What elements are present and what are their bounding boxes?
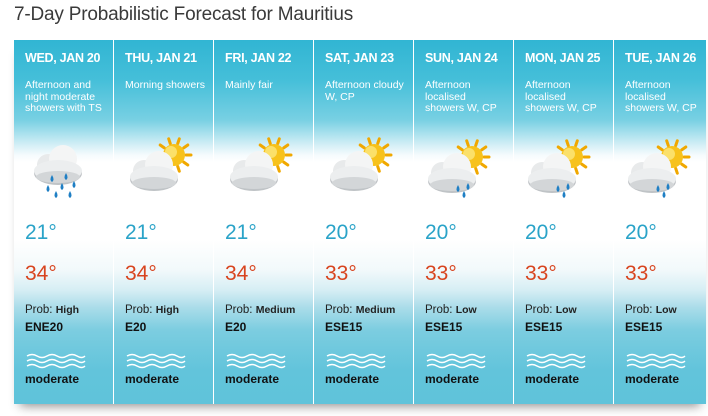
day-column: TUE, JAN 26 Afternoon localised showers …	[614, 40, 706, 404]
probability: Prob: Low	[525, 304, 577, 316]
probability-level: Medium	[255, 304, 296, 316]
day-name: THU, JAN 21	[125, 51, 197, 65]
sun-cloud-showers-icon	[428, 139, 491, 198]
probability-level: High	[155, 304, 180, 316]
probability-label: Prob:	[25, 304, 53, 316]
day-name: SUN, JAN 24	[425, 51, 498, 65]
day-description: Afternoon and night moderate showers wit…	[25, 79, 102, 114]
forecast-board: WED, JAN 20 Afternoon and night moderate…	[14, 40, 706, 404]
probability-level: Low	[555, 304, 577, 316]
wind: ESE15	[525, 320, 563, 334]
day-column: SUN, JAN 24 Afternoon localised showers …	[414, 40, 514, 404]
day-name: WED, JAN 20	[25, 51, 101, 65]
probability-level: Low	[455, 304, 477, 316]
probability-level: Low	[655, 304, 677, 316]
day-description: Morning showers	[125, 79, 205, 91]
heavy-showers-icon	[34, 145, 82, 198]
day-description: Afternoon localised showers W, CP	[425, 79, 497, 114]
day-column: THU, JAN 21 Morning showers 21° 34° Prob…	[114, 40, 214, 404]
max-temperature: 33°	[425, 262, 457, 285]
probability: Prob: Medium	[225, 304, 295, 316]
sea-waves-icon	[626, 353, 686, 369]
min-temperature: 20°	[525, 221, 557, 244]
probability-label: Prob:	[425, 304, 453, 316]
day-description: Afternoon localised showers W, CP	[625, 79, 697, 114]
sea-state: moderate	[125, 372, 180, 386]
probability: Prob: High	[125, 304, 179, 316]
max-temperature: 33°	[325, 262, 357, 285]
min-temperature: 21°	[125, 221, 157, 244]
sea-state: moderate	[425, 372, 480, 386]
min-temperature: 21°	[225, 221, 257, 244]
probability-label: Prob:	[525, 304, 553, 316]
wind: E20	[125, 320, 147, 334]
probability: Prob: High	[25, 304, 79, 316]
sea-waves-icon	[126, 353, 186, 369]
probability: Prob: Low	[425, 304, 477, 316]
sea-waves-icon	[226, 353, 286, 369]
day-name: SAT, JAN 23	[325, 51, 394, 65]
max-temperature: 34°	[125, 262, 157, 285]
wind: E20	[225, 320, 247, 334]
sea-waves-icon	[426, 353, 486, 369]
sea-state: moderate	[625, 372, 680, 386]
day-description: Afternoon cloudy W, CP	[325, 79, 404, 103]
day-column: SAT, JAN 23 Afternoon cloudy W, CP 20° 3…	[314, 40, 414, 404]
probability: Prob: Low	[625, 304, 677, 316]
sun-cloud-showers-icon	[528, 139, 591, 198]
max-temperature: 34°	[25, 262, 57, 285]
min-temperature: 20°	[425, 221, 457, 244]
day-name: TUE, JAN 26	[625, 51, 697, 65]
probability-label: Prob:	[325, 304, 353, 316]
day-description: Mainly fair	[225, 79, 273, 91]
wind: ESE15	[425, 320, 463, 334]
probability-label: Prob:	[625, 304, 653, 316]
sea-waves-icon	[526, 353, 586, 369]
page-title: 7-Day Probabilistic Forecast for Mauriti…	[14, 4, 353, 25]
min-temperature: 20°	[325, 221, 357, 244]
sea-waves-icon	[326, 353, 386, 369]
wind: ENE20	[25, 320, 64, 334]
probability-label: Prob:	[125, 304, 153, 316]
max-temperature: 34°	[225, 262, 257, 285]
probability-label: Prob:	[225, 304, 253, 316]
sea-state: moderate	[25, 372, 80, 386]
day-column: FRI, JAN 22 Mainly fair 21° 34° Prob: Me…	[214, 40, 314, 404]
day-column: WED, JAN 20 Afternoon and night moderate…	[14, 40, 114, 404]
min-temperature: 21°	[25, 221, 57, 244]
day-name: FRI, JAN 22	[225, 51, 292, 65]
min-temperature: 20°	[625, 221, 657, 244]
sun-behind-cloud-icon	[230, 137, 293, 191]
wind: ESE15	[325, 320, 363, 334]
sea-state: moderate	[525, 372, 580, 386]
max-temperature: 33°	[525, 262, 557, 285]
sun-behind-cloud-icon	[130, 137, 193, 191]
max-temperature: 33°	[625, 262, 657, 285]
sea-state: moderate	[225, 372, 280, 386]
sun-cloud-showers-icon	[628, 139, 691, 198]
sea-state: moderate	[325, 372, 380, 386]
wind: ESE15	[625, 320, 663, 334]
sun-behind-cloud-icon	[330, 137, 393, 191]
sea-waves-icon	[26, 353, 86, 369]
probability: Prob: Medium	[325, 304, 395, 316]
day-column: MON, JAN 25 Afternoon localised showers …	[514, 40, 614, 404]
day-description: Afternoon localised showers W, CP	[525, 79, 597, 114]
probability-level: Medium	[355, 304, 396, 316]
probability-level: High	[55, 304, 80, 316]
day-name: MON, JAN 25	[525, 51, 601, 65]
